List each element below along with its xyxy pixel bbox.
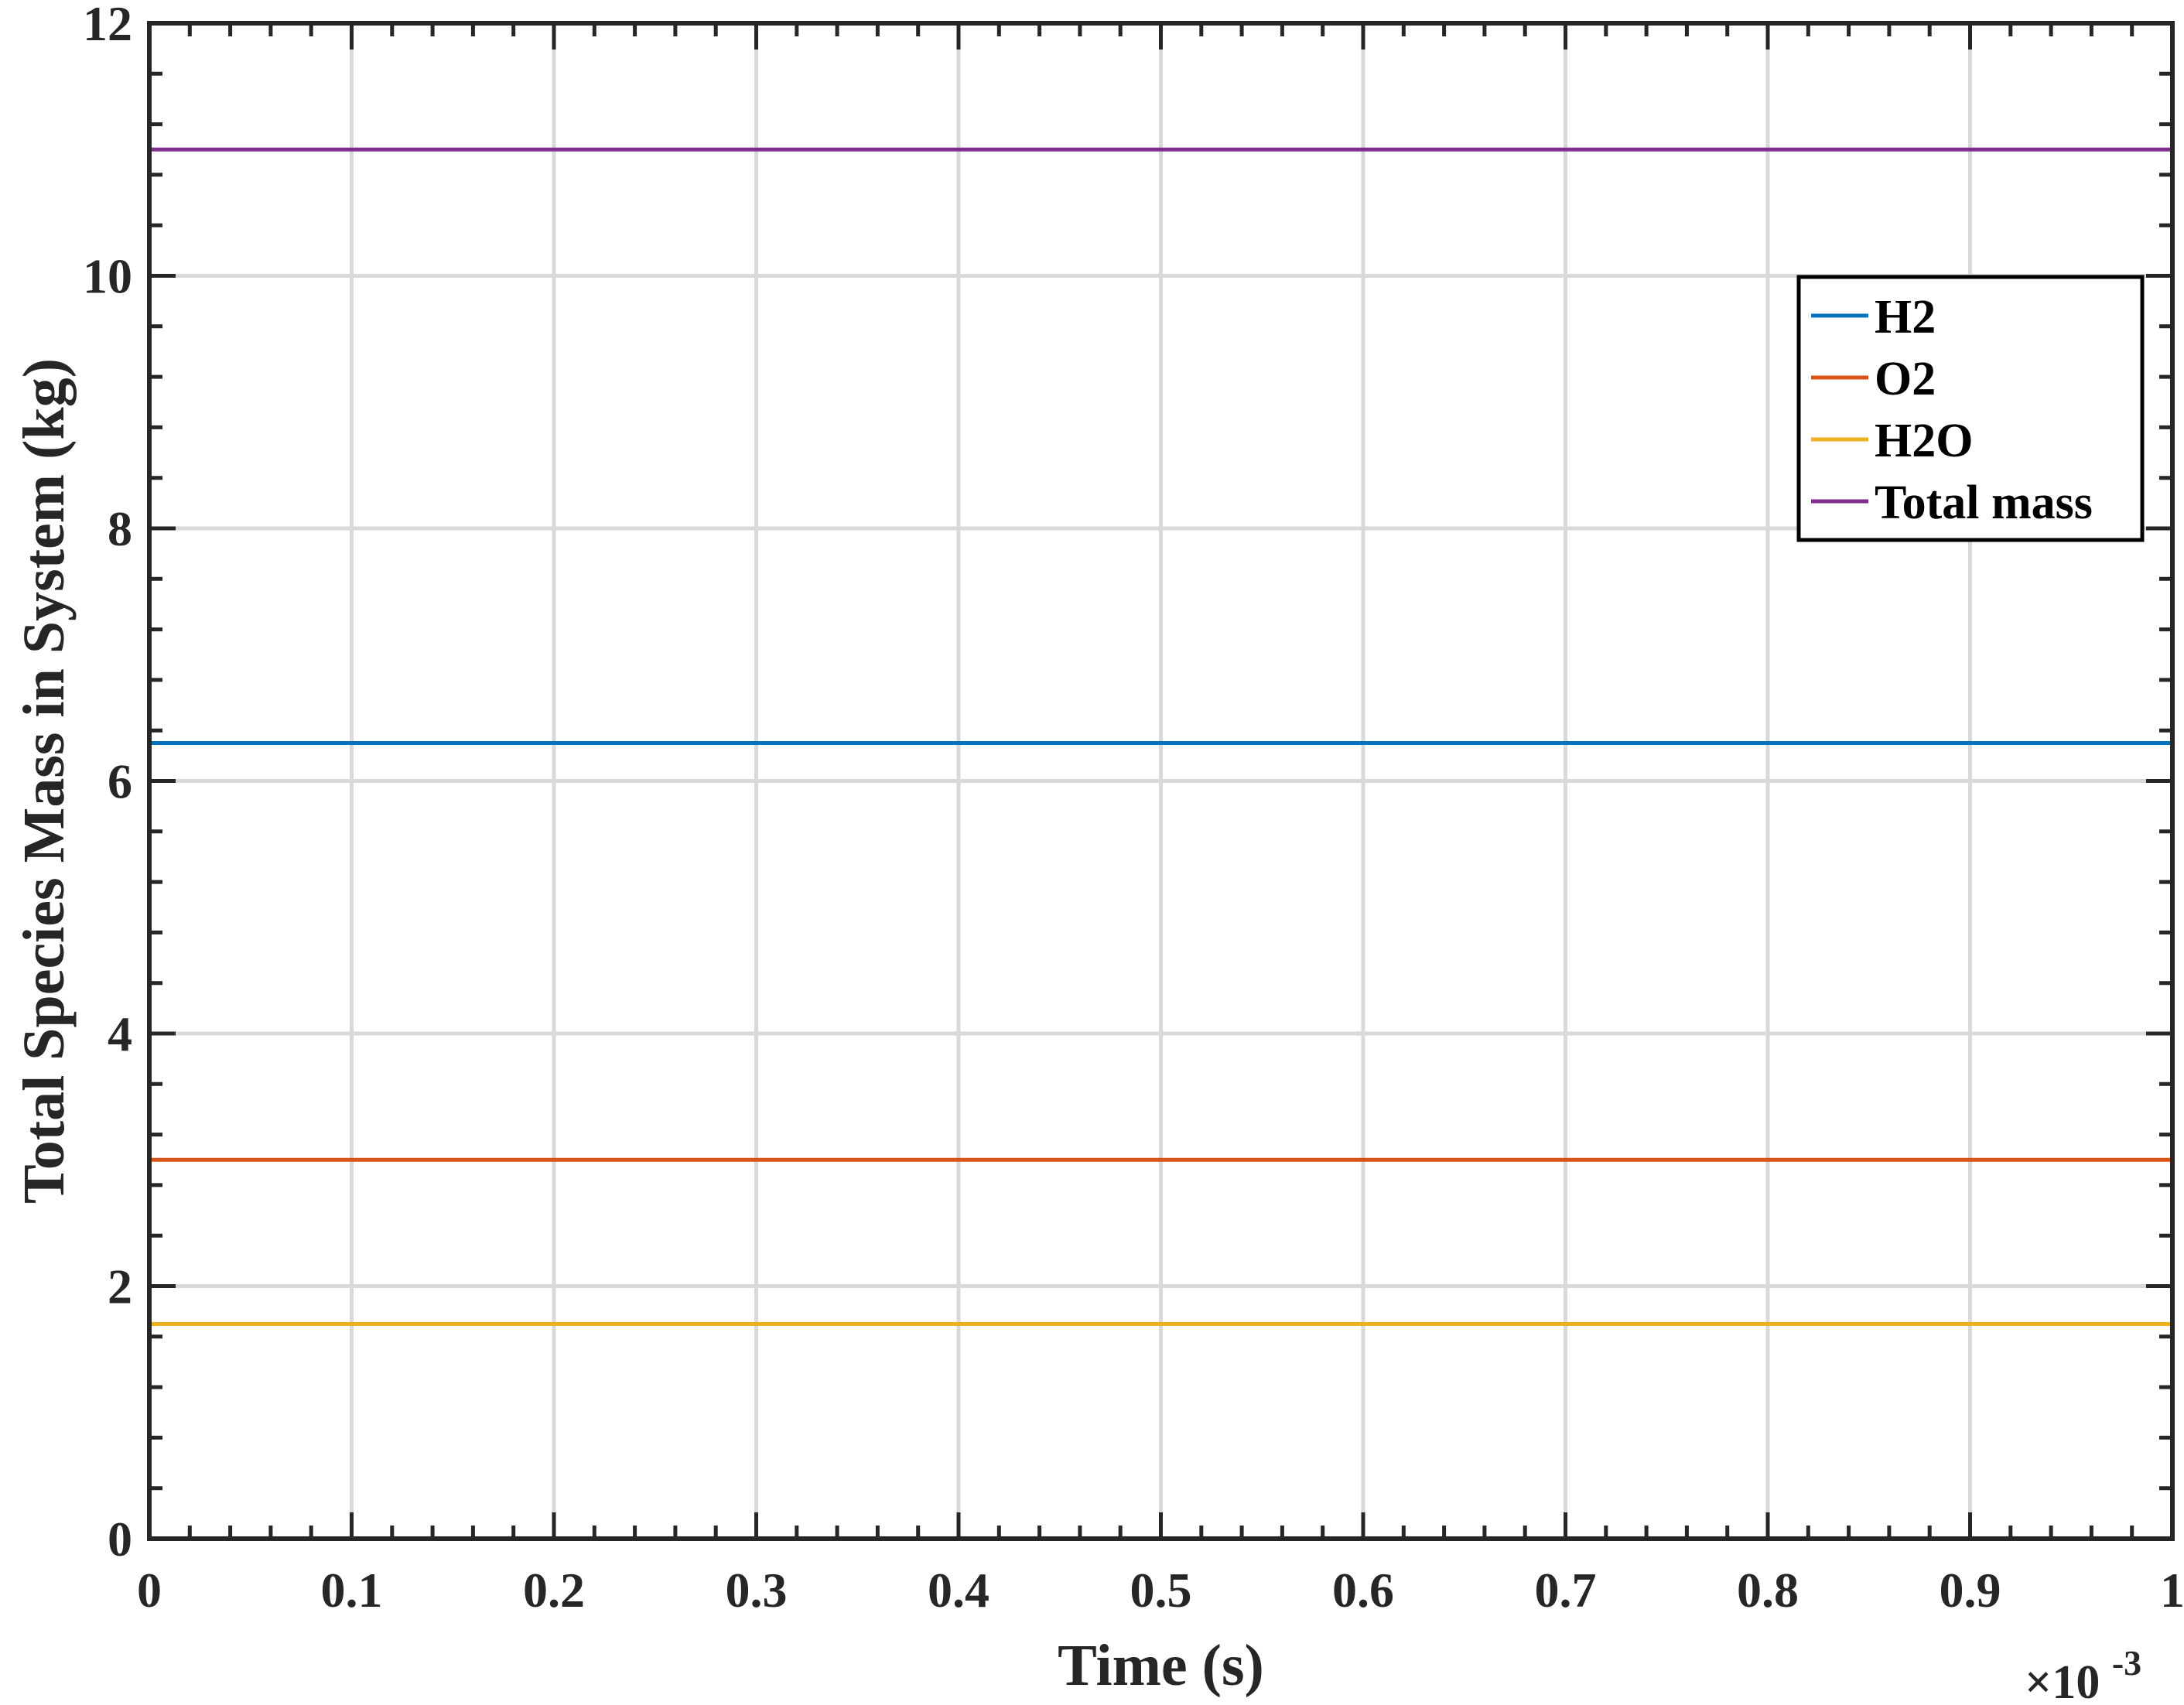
x-tick-label: 0.4: [928, 1563, 989, 1618]
y-axis-label: Total Species Mass in System (kg): [12, 358, 77, 1204]
x-tick-label: 0.3: [726, 1563, 788, 1618]
y-tick-label: 4: [108, 1006, 132, 1061]
grid: [149, 23, 2172, 1539]
legend-items: H2 O2 H2O Total mass: [1811, 291, 2093, 529]
y-tick-label: 2: [108, 1259, 132, 1314]
x-tick-label: 0: [137, 1563, 162, 1618]
y-tick-label: 6: [108, 754, 132, 809]
legend-label: O2: [1875, 353, 1936, 405]
y-tick-label: 12: [83, 0, 132, 51]
x-tick-label: 0.1: [321, 1563, 383, 1618]
legend-box: [1796, 275, 2145, 542]
x-tick-label: 0.7: [1535, 1563, 1597, 1618]
x-axis-multiplier-base: ×10: [2025, 1656, 2100, 1705]
x-tick-label: 1: [2160, 1563, 2184, 1618]
legend-label: H2O: [1875, 415, 1973, 467]
x-tick-label: 0.2: [523, 1563, 585, 1618]
x-tick-label: 0.5: [1130, 1563, 1192, 1618]
y-tick-label: 10: [83, 249, 132, 304]
y-tick-labels: 0 2 4 6 8 10 12: [83, 0, 132, 1567]
legend-label: H2: [1875, 291, 1936, 343]
x-axis-label: Time (s): [1058, 1633, 1264, 1698]
x-tick-label: 0.6: [1332, 1563, 1394, 1618]
x-axis-multiplier: ×10 -3: [2025, 1643, 2141, 1705]
axis-ticks: [147, 21, 2175, 1541]
y-tick-label: 8: [108, 501, 132, 556]
y-tick-label: 0: [108, 1512, 132, 1567]
legend-label: Total mass: [1875, 477, 2093, 529]
x-tick-label: 0.8: [1737, 1563, 1799, 1618]
series-lines: [149, 147, 2172, 1326]
x-axis-multiplier-exponent: -3: [2112, 1643, 2141, 1683]
x-tick-labels: 0 0.1 0.2 0.3 0.4 0.5 0.6 0.7 0.8 0.9 1: [137, 1563, 2184, 1618]
x-tick-label: 0.9: [1940, 1563, 2001, 1618]
legend: H2 O2 H2O Total mass: [1796, 275, 2145, 542]
